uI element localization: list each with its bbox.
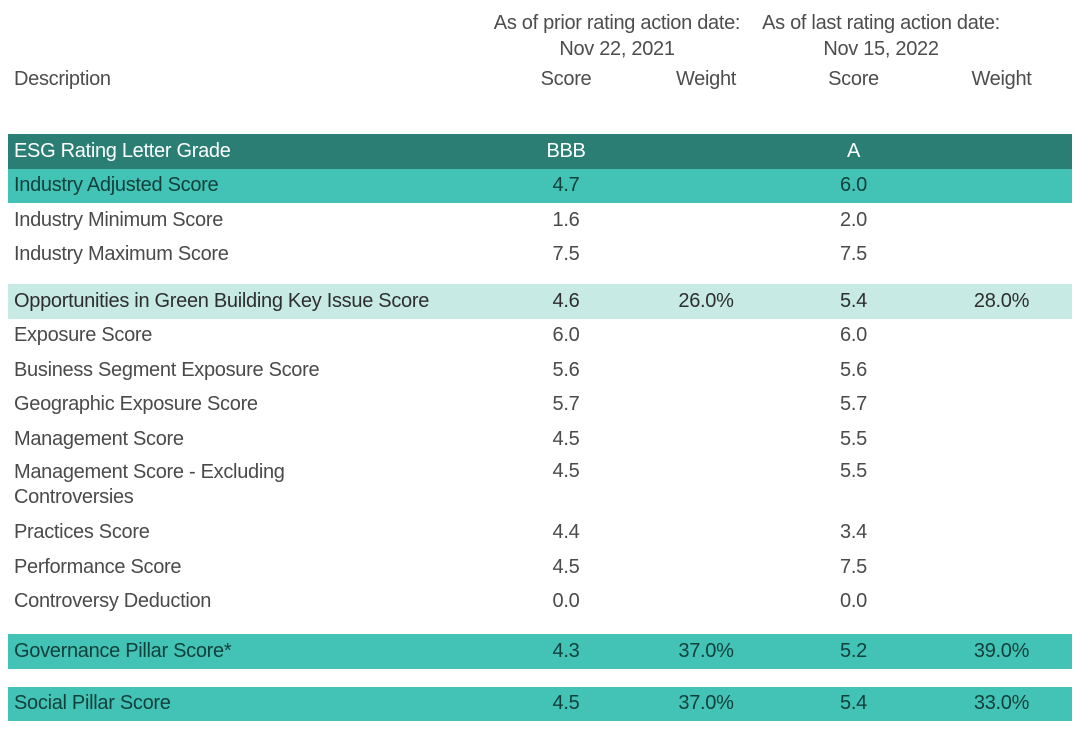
table-row: Industry Maximum Score 7.5 7.5 [8,238,1072,273]
row-score2: 5.4 [840,289,867,312]
weight-column-header-last: Weight [971,68,1032,90]
row-label: Performance Score [14,555,182,578]
row-score1: 4.3 [552,639,580,662]
row-gap [8,272,1072,284]
row-score2: 3.4 [840,521,867,544]
row-weight1: 26.0% [678,289,734,312]
row-score2: 7.5 [840,555,867,578]
row-label: Opportunities in Green Building Key Issu… [14,289,430,312]
row-score2: 5.4 [840,692,867,715]
row-score1: 4.7 [552,174,580,197]
row-score1: 6.0 [552,324,580,347]
row-score1: 5.7 [552,393,580,416]
table-row: Geographic Exposure Score 5.7 5.7 [8,388,1072,423]
column-header-row: Description Score Weight Score Weight [8,68,1072,91]
row-score2: 5.2 [840,639,867,662]
table-row: Exposure Score 6.0 6.0 [8,319,1072,354]
row-gap [8,669,1072,687]
row-score2: 6.0 [840,174,867,197]
table-row: Practices Score 4.4 3.4 [8,516,1072,551]
description-column-header: Description [14,68,111,90]
row-label: Practices Score [14,521,150,544]
row-score2: 2.0 [840,208,867,231]
row-label: Business Segment Exposure Score [14,358,320,381]
row-score1: 4.5 [552,692,580,715]
last-rating-date-line1: As of last rating action date: [762,12,1000,34]
row-score2: A [846,139,861,162]
row-score1: BBB [546,139,586,162]
table-row: Business Segment Exposure Score 5.6 5.6 [8,353,1072,388]
table-row: Management Score - Excluding Controversi… [8,457,1072,516]
row-score1: 4.4 [552,521,580,544]
table-row: Social Pillar Score 4.5 37.0% 5.4 33.0% [8,686,1072,721]
row-score2: 5.7 [840,393,867,416]
row-score1: 1.6 [552,208,580,231]
row-label: Social Pillar Score [14,692,171,715]
row-score1: 4.6 [552,289,580,312]
row-label: Management Score [14,427,184,450]
row-score1: 4.5 [552,555,580,578]
row-label: Industry Adjusted Score [14,174,219,197]
row-score2: 6.0 [840,324,867,347]
row-score1: 4.5 [552,427,580,450]
table-row: Controversy Deduction 0.0 0.0 [8,585,1072,620]
row-label: Governance Pillar Score* [14,639,232,662]
row-label: Management Score - Excluding Controversi… [14,460,285,508]
prior-rating-date-line1: As of prior rating action date: [493,12,741,34]
last-rating-date-line2: Nov 15, 2022 [823,38,939,60]
last-rating-date-header: As of last rating action date: Nov 15, 2… [726,10,1036,62]
row-score1: 0.0 [552,590,580,613]
table-row: Industry Adjusted Score 4.7 6.0 [8,168,1072,203]
row-label: Controversy Deduction [14,590,212,613]
row-weight1: 37.0% [678,692,734,715]
row-gap [8,619,1072,634]
table-row: Management Score 4.5 5.5 [8,422,1072,457]
row-score2: 0.0 [840,590,867,613]
row-weight2: 33.0% [973,692,1030,715]
weight-column-header-prior: Weight [675,68,737,90]
row-score1: 7.5 [552,243,580,266]
esg-score-table: ESG Rating Letter Grade BBB A Industry Adju… [8,134,1072,721]
prior-rating-date-header: As of prior rating action date: Nov 22, … [462,10,772,62]
row-score2: 5.5 [840,427,867,450]
row-label: Exposure Score [14,324,153,347]
table-row: ESG Rating Letter Grade BBB A [8,134,1072,169]
row-label: Industry Minimum Score [14,208,224,231]
score-column-header-prior: Score [540,68,592,90]
table-row: Performance Score 4.5 7.5 [8,550,1072,585]
row-score1: 5.6 [552,358,580,381]
row-label: ESG Rating Letter Grade [14,139,231,162]
row-weight1: 37.0% [678,639,734,662]
row-weight2: 39.0% [973,639,1030,662]
row-score2: 5.5 [840,459,867,482]
row-label: Industry Maximum Score [14,243,229,266]
table-row: Opportunities in Green Building Key Issu… [8,284,1072,319]
table-row: Governance Pillar Score* 4.3 37.0% 5.2 39.0% [8,634,1072,669]
table-row: Industry Minimum Score 1.6 2.0 [8,203,1072,238]
row-score1: 4.5 [552,459,580,482]
row-label: Geographic Exposure Score [14,393,258,416]
prior-rating-date-line2: Nov 22, 2021 [559,38,675,60]
score-column-header-last: Score [828,68,879,90]
row-score2: 7.5 [840,243,867,266]
row-score2: 5.6 [840,358,867,381]
row-weight2: 28.0% [973,289,1030,312]
